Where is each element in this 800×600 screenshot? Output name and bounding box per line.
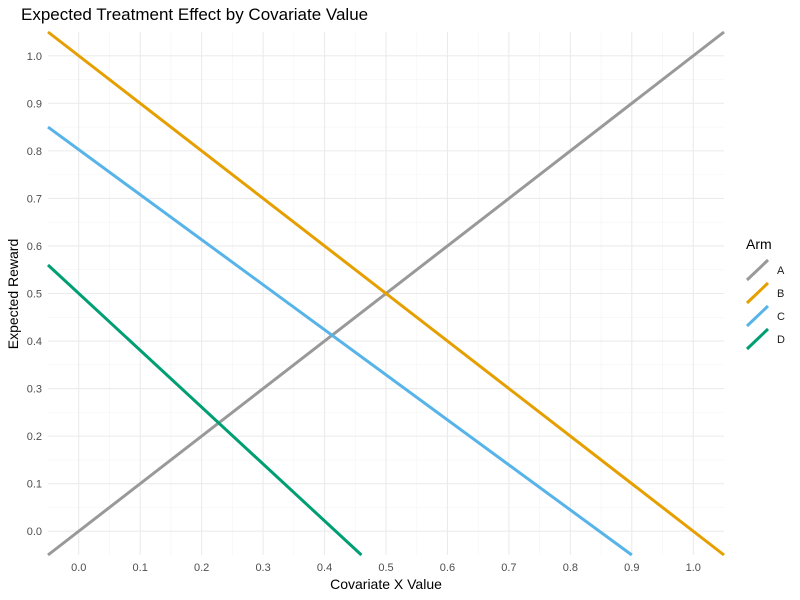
major-gridlines (48, 32, 724, 555)
y-axis-ticks: 0.0 0.1 0.2 0.3 0.4 0.5 0.6 0.7 0.8 0.9 1.0 (27, 51, 42, 538)
y-tick-label: 0.7 (27, 193, 42, 205)
x-tick-label: 0.4 (317, 562, 332, 574)
x-tick-label: 1.0 (686, 562, 701, 574)
x-axis-label: Covariate X Value (330, 576, 442, 592)
series-lines (46, 30, 725, 557)
y-tick-label: 0.5 (27, 289, 42, 301)
series-line-d (46, 263, 363, 557)
x-tick-label: 0.2 (194, 562, 209, 574)
y-tick-label: 0.4 (27, 336, 42, 348)
chart-title: Expected Treatment Effect by Covariate V… (21, 5, 368, 24)
x-tick-label: 0.5 (378, 562, 393, 574)
x-tick-label: 0.3 (255, 562, 270, 574)
legend-label-b: B (777, 288, 784, 300)
y-tick-label: 1.0 (27, 51, 42, 63)
series-line-b (47, 30, 725, 557)
legend-label-a: A (777, 265, 785, 277)
x-tick-label: 0.1 (133, 562, 148, 574)
y-tick-label: 0.3 (27, 384, 42, 396)
y-tick-label: 0.2 (27, 431, 42, 443)
y-axis-label: Expected Reward (5, 239, 21, 350)
y-tick-label: 0.0 (27, 526, 42, 538)
y-tick-label: 0.9 (27, 98, 42, 110)
legend-key-b (745, 281, 770, 305)
legend-label-d: D (777, 334, 785, 346)
x-tick-label: 0.9 (624, 562, 639, 574)
y-tick-label: 0.1 (27, 479, 42, 491)
y-tick-label: 0.8 (27, 146, 42, 158)
series-line-c (47, 125, 633, 557)
x-tick-label: 0.6 (440, 562, 455, 574)
y-tick-label: 0.6 (27, 241, 42, 253)
legend-key-a (745, 258, 770, 282)
x-tick-label: 0.7 (501, 562, 516, 574)
legend-key-d (745, 327, 770, 351)
legend-key-c (745, 304, 770, 328)
legend-title: Arm (746, 236, 772, 252)
legend-label-c: C (777, 311, 785, 323)
x-tick-label: 0.8 (563, 562, 578, 574)
x-axis-ticks: 0.0 0.1 0.2 0.3 0.4 0.5 0.6 0.7 0.8 0.9 1.0 (71, 562, 701, 574)
x-tick-label: 0.0 (71, 562, 86, 574)
